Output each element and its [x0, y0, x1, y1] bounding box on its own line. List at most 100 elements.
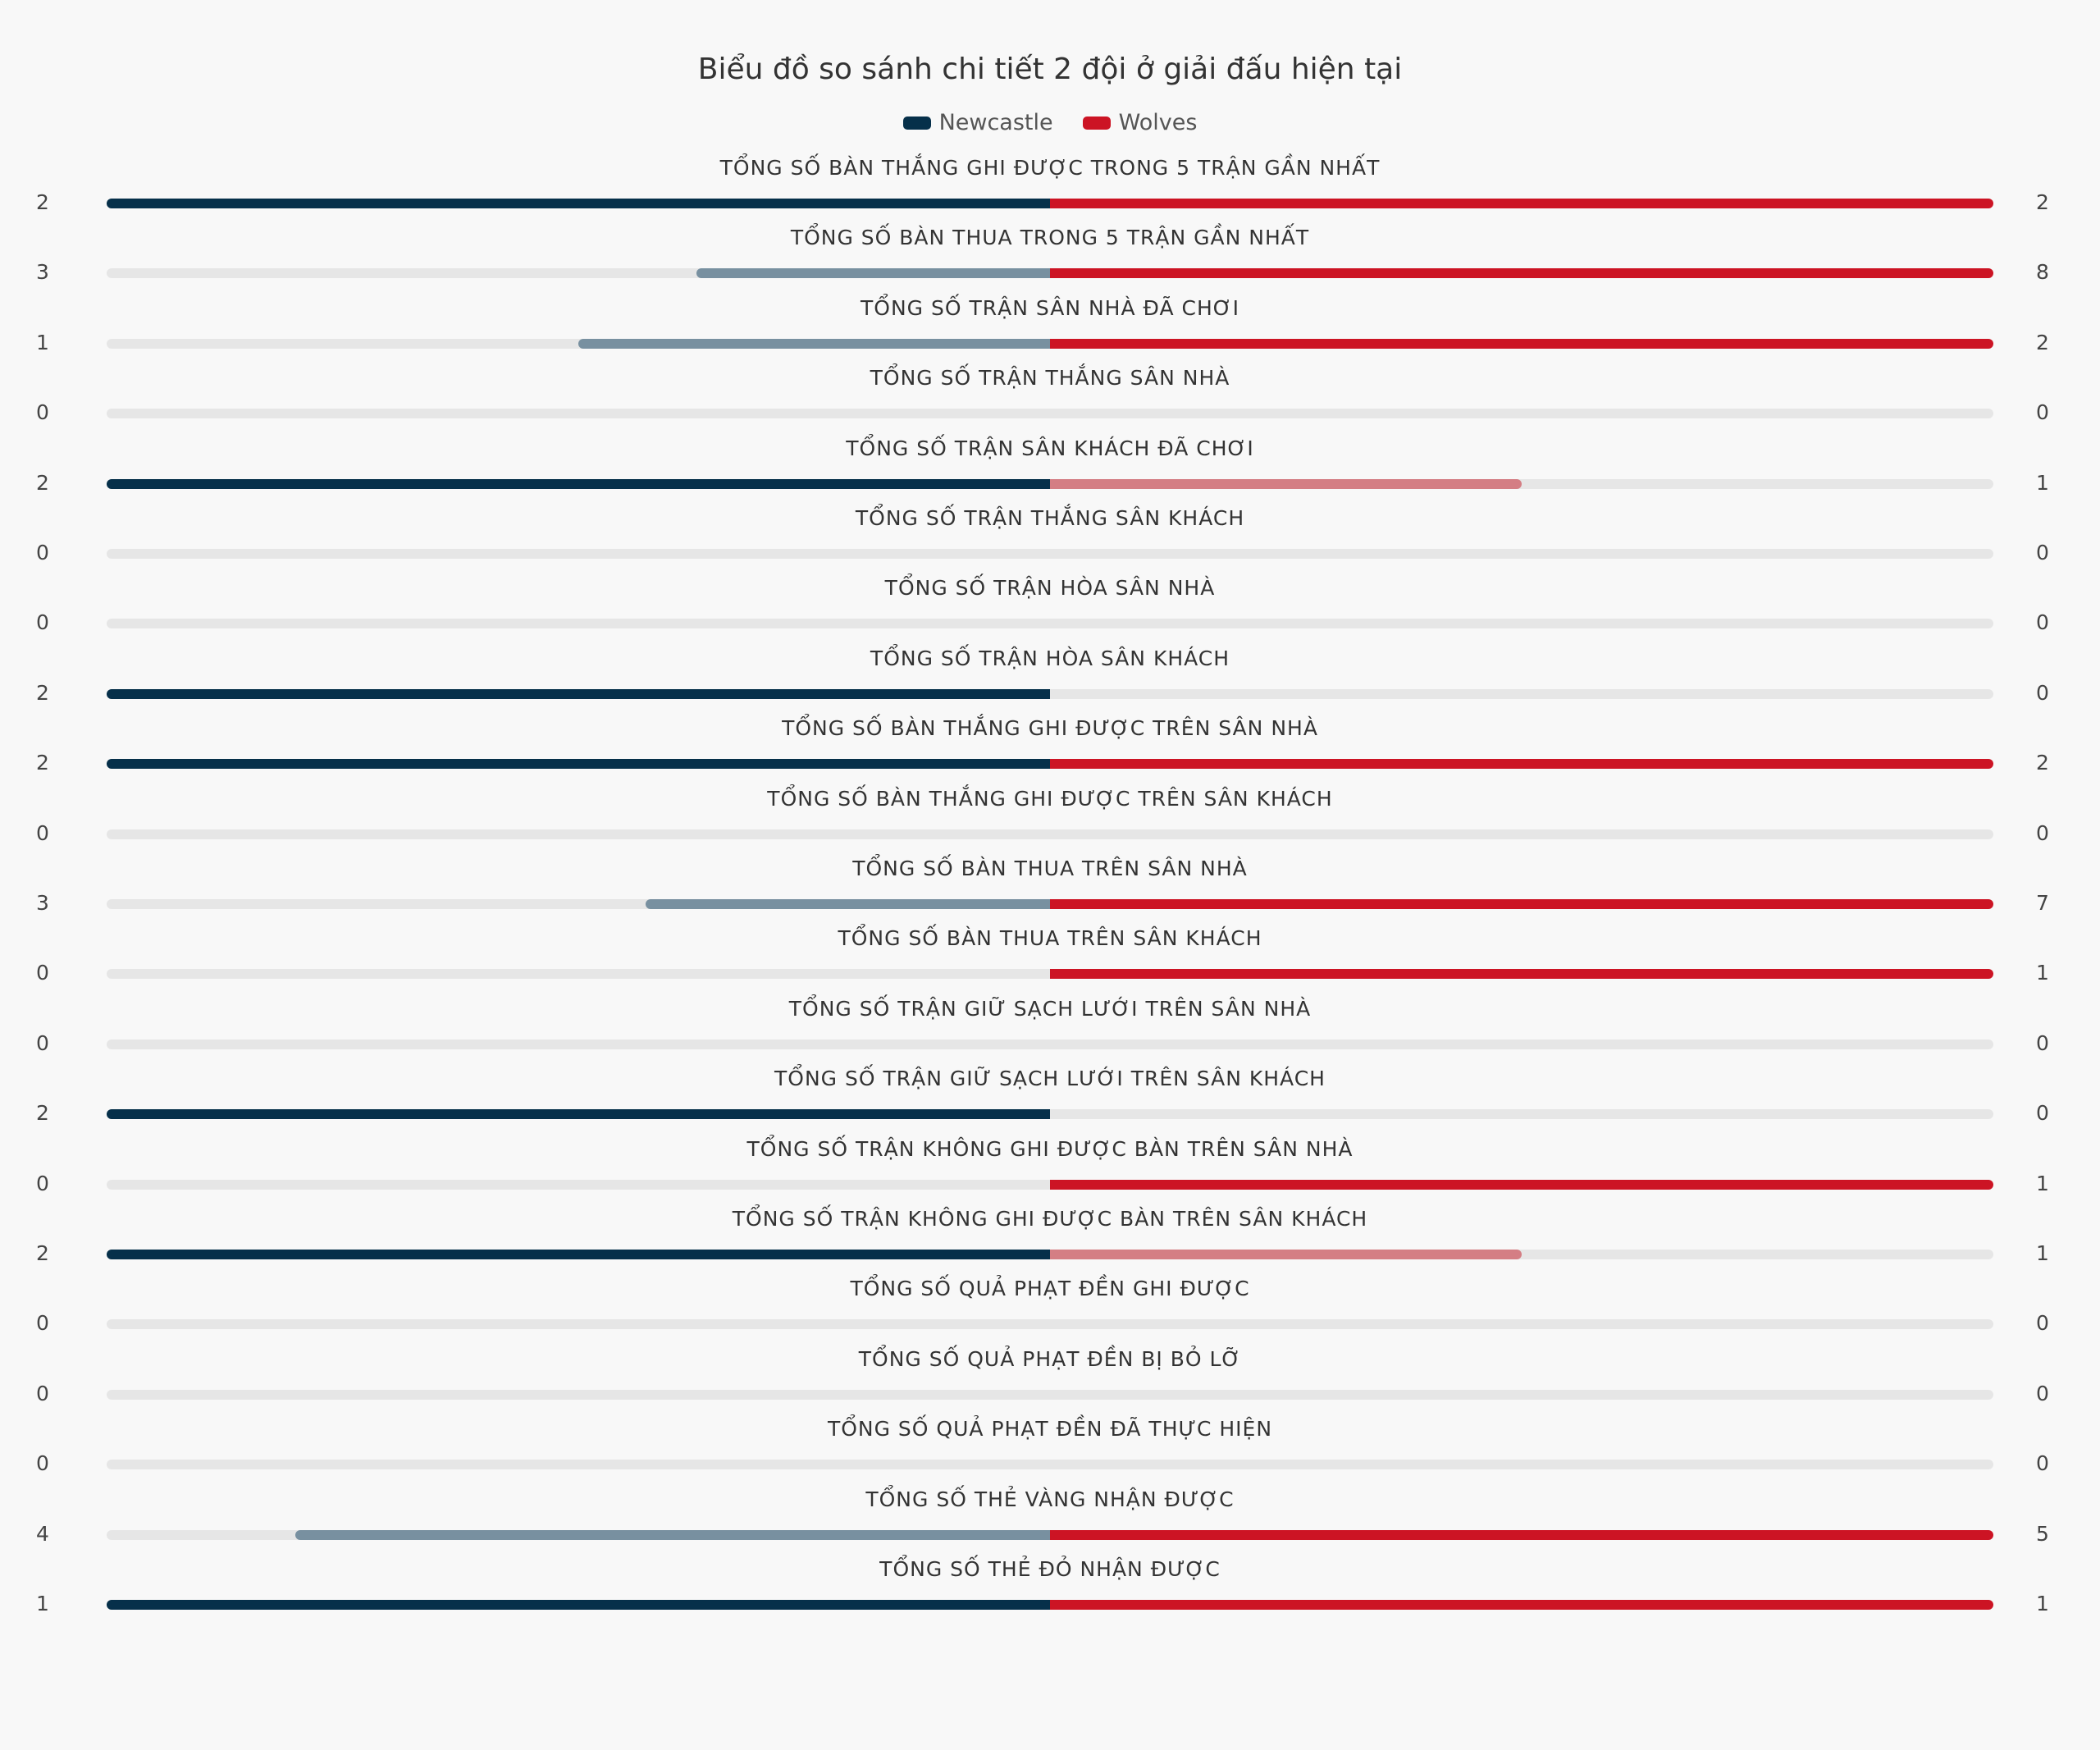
value-label-newcastle: 0 — [36, 400, 49, 425]
bar-track — [107, 1389, 1993, 1400]
comparison-row: TỔNG SỐ BÀN THẮNG GHI ĐƯỢC TRONG 5 TRẬN … — [0, 156, 2100, 226]
legend-item-wolves[interactable]: Wolves — [1082, 110, 1197, 135]
bar-track — [107, 619, 1993, 629]
row-label: TỔNG SỐ QUẢ PHẠT ĐỀN BỊ BỎ LỠ — [858, 1346, 1242, 1371]
bar-track — [107, 1039, 1993, 1049]
bar-wolves[interactable] — [1050, 969, 1993, 980]
bar-track — [107, 549, 1993, 559]
row-label: TỔNG SỐ BÀN THẮNG GHI ĐƯỢC TRÊN SÂN KHÁC… — [767, 786, 1333, 811]
legend-swatch-wolves — [1082, 116, 1111, 130]
bar-wolves[interactable] — [1050, 1179, 1993, 1190]
row-label: TỔNG SỐ QUẢ PHẠT ĐỀN ĐÃ THỰC HIỆN — [827, 1417, 1273, 1442]
value-label-wolves: 0 — [2036, 400, 2049, 425]
row-label: TỔNG SỐ THẺ VÀNG NHẬN ĐƯỢC — [865, 1487, 1235, 1511]
row-label: TỔNG SỐ BÀN THUA TRÊN SÂN NHÀ — [852, 857, 1248, 880]
value-label-newcastle: 0 — [36, 1451, 49, 1476]
row-label: TỔNG SỐ TRẬN HÒA SÂN NHÀ — [884, 576, 1216, 601]
value-label-wolves: 0 — [2036, 541, 2049, 564]
bar-wolves[interactable] — [1050, 338, 1993, 349]
value-label-wolves: 5 — [2036, 1521, 2049, 1546]
comparison-row: TỔNG SỐ QUẢ PHẠT ĐỀN ĐÃ THỰC HIỆN 0 0 — [0, 1417, 2100, 1487]
value-label-wolves: 0 — [2036, 610, 2049, 635]
row-label: TỔNG SỐ THẺ ĐỎ NHẬN ĐƯỢC — [879, 1557, 1221, 1581]
comparison-row: TỔNG SỐ TRẬN KHÔNG GHI ĐƯỢC BÀN TRÊN SÂN… — [0, 1207, 2100, 1277]
row-label: TỔNG SỐ TRẬN KHÔNG GHI ĐƯỢC BÀN TRÊN SÂN… — [746, 1136, 1354, 1161]
bar-track — [107, 759, 1993, 770]
bar-wolves[interactable] — [1050, 1529, 1993, 1540]
value-label-newcastle: 1 — [36, 330, 49, 354]
bar-wolves[interactable] — [1050, 199, 1993, 208]
bar-newcastle[interactable] — [107, 1600, 1050, 1610]
bar-newcastle[interactable] — [696, 268, 1050, 279]
value-label-newcastle: 2 — [36, 1101, 49, 1126]
value-label-newcastle: 2 — [36, 470, 49, 495]
bar-wolves[interactable] — [1050, 899, 1993, 909]
row-label: TỔNG SỐ TRẬN GIỮ SẠCH LƯỚI TRÊN SÂN KHÁC… — [774, 1067, 1326, 1091]
bar-newcastle[interactable] — [295, 1529, 1050, 1540]
legend-item-newcastle[interactable]: Newcastle — [902, 110, 1053, 135]
bar-newcastle[interactable] — [107, 1109, 1050, 1120]
bar-newcastle[interactable] — [107, 688, 1050, 699]
row-label: TỔNG SỐ QUẢ PHẠT ĐỀN GHI ĐƯỢC — [850, 1277, 1250, 1301]
comparison-row: TỔNG SỐ TRẬN THẮNG SÂN KHÁCH 0 0 — [0, 506, 2100, 577]
bar-wolves[interactable] — [1050, 759, 1993, 770]
value-label-newcastle: 3 — [36, 260, 49, 285]
bar-track — [107, 1109, 1993, 1120]
bar-track — [107, 478, 1993, 489]
comparison-row: TỔNG SỐ THẺ ĐỎ NHẬN ĐƯỢC 1 1 — [0, 1557, 2100, 1628]
value-label-wolves: 1 — [2036, 470, 2049, 495]
comparison-row: TỔNG SỐ BÀN THUA TRÊN SÂN NHÀ 3 7 — [0, 857, 2100, 927]
value-label-newcastle: 2 — [36, 680, 49, 705]
comparison-row: TỔNG SỐ TRẬN HÒA SÂN NHÀ 0 0 — [0, 576, 2100, 647]
comparison-row: TỔNG SỐ BÀN THẮNG GHI ĐƯỢC TRÊN SÂN KHÁC… — [0, 787, 2100, 857]
legend-label-newcastle: Newcastle — [938, 110, 1053, 135]
value-label-wolves: 1 — [2036, 1171, 2049, 1195]
bar-wolves[interactable] — [1050, 268, 1993, 279]
comparison-row: TỔNG SỐ BÀN THUA TRÊN SÂN KHÁCH 0 1 — [0, 926, 2100, 997]
bar-newcastle[interactable] — [107, 759, 1050, 770]
value-label-wolves: 2 — [2036, 190, 2049, 214]
value-label-wolves: 1 — [2036, 1592, 2049, 1615]
bar-track — [107, 1529, 1993, 1540]
bar-track — [107, 199, 1993, 208]
chart-title: Biểu đồ so sánh chi tiết 2 đội ở giải đấ… — [697, 53, 1403, 86]
value-label-wolves: 1 — [2036, 961, 2049, 985]
row-label: TỔNG SỐ BÀN THẮNG GHI ĐƯỢC TRONG 5 TRẬN … — [719, 156, 1381, 180]
comparison-row: TỔNG SỐ TRẬN GIỮ SẠCH LƯỚI TRÊN SÂN KHÁC… — [0, 1067, 2100, 1137]
row-label: TỔNG SỐ TRẬN KHÔNG GHI ĐƯỢC BÀN TRÊN SÂN… — [732, 1207, 1368, 1231]
value-label-newcastle: 2 — [36, 751, 49, 775]
bar-newcastle[interactable] — [578, 338, 1050, 349]
bar-track — [107, 899, 1993, 909]
bar-wolves[interactable] — [1050, 1600, 1993, 1610]
value-label-wolves: 0 — [2036, 1381, 2049, 1405]
row-label: TỔNG SỐ TRẬN THẮNG SÂN NHÀ — [870, 366, 1230, 391]
bar-track — [107, 338, 1993, 349]
comparison-row: TỔNG SỐ BÀN THẮNG GHI ĐƯỢC TRÊN SÂN NHÀ 2… — [0, 716, 2100, 787]
row-label: TỔNG SỐ TRẬN GIỮ SẠCH LƯỚI TRÊN SÂN NHÀ — [788, 996, 1312, 1021]
bar-wolves[interactable] — [1050, 1250, 1522, 1259]
comparison-row: TỔNG SỐ TRẬN THẮNG SÂN NHÀ 0 0 — [0, 366, 2100, 436]
comparison-row: TỔNG SỐ QUẢ PHẠT ĐỀN GHI ĐƯỢC 0 0 — [0, 1277, 2100, 1347]
value-label-newcastle: 4 — [36, 1521, 49, 1546]
value-label-newcastle: 0 — [36, 1171, 49, 1195]
row-label: TỔNG SỐ BÀN THUA TRONG 5 TRẬN GẦN NHẤT — [790, 226, 1310, 250]
bar-newcastle[interactable] — [107, 478, 1050, 489]
value-label-wolves: 0 — [2036, 1451, 2049, 1476]
value-label-wolves: 0 — [2036, 680, 2049, 705]
bar-newcastle[interactable] — [107, 1250, 1050, 1259]
value-label-newcastle: 2 — [36, 190, 49, 214]
bar-newcastle[interactable] — [107, 199, 1050, 208]
row-label: TỔNG SỐ TRẬN SÂN KHÁCH ĐÃ CHƠI — [846, 436, 1254, 460]
value-label-newcastle: 0 — [36, 610, 49, 635]
comparison-row: TỔNG SỐ TRẬN SÂN NHÀ ĐÃ CHƠI 1 2 — [0, 296, 2100, 367]
bar-newcastle[interactable] — [646, 899, 1050, 909]
comparison-row: TỔNG SỐ TRẬN SÂN KHÁCH ĐÃ CHƠI 2 1 — [0, 436, 2100, 507]
comparison-row: TỔNG SỐ TRẬN HÒA SÂN KHÁCH 2 0 — [0, 647, 2100, 717]
bar-wolves[interactable] — [1050, 478, 1522, 489]
bar-track — [107, 688, 1993, 699]
row-label: TỔNG SỐ TRẬN HÒA SÂN KHÁCH — [870, 646, 1230, 670]
comparison-row: TỔNG SỐ TRẬN GIỮ SẠCH LƯỚI TRÊN SÂN NHÀ 0… — [0, 997, 2100, 1067]
bar-track — [107, 1600, 1993, 1610]
value-label-newcastle: 0 — [36, 1311, 49, 1336]
